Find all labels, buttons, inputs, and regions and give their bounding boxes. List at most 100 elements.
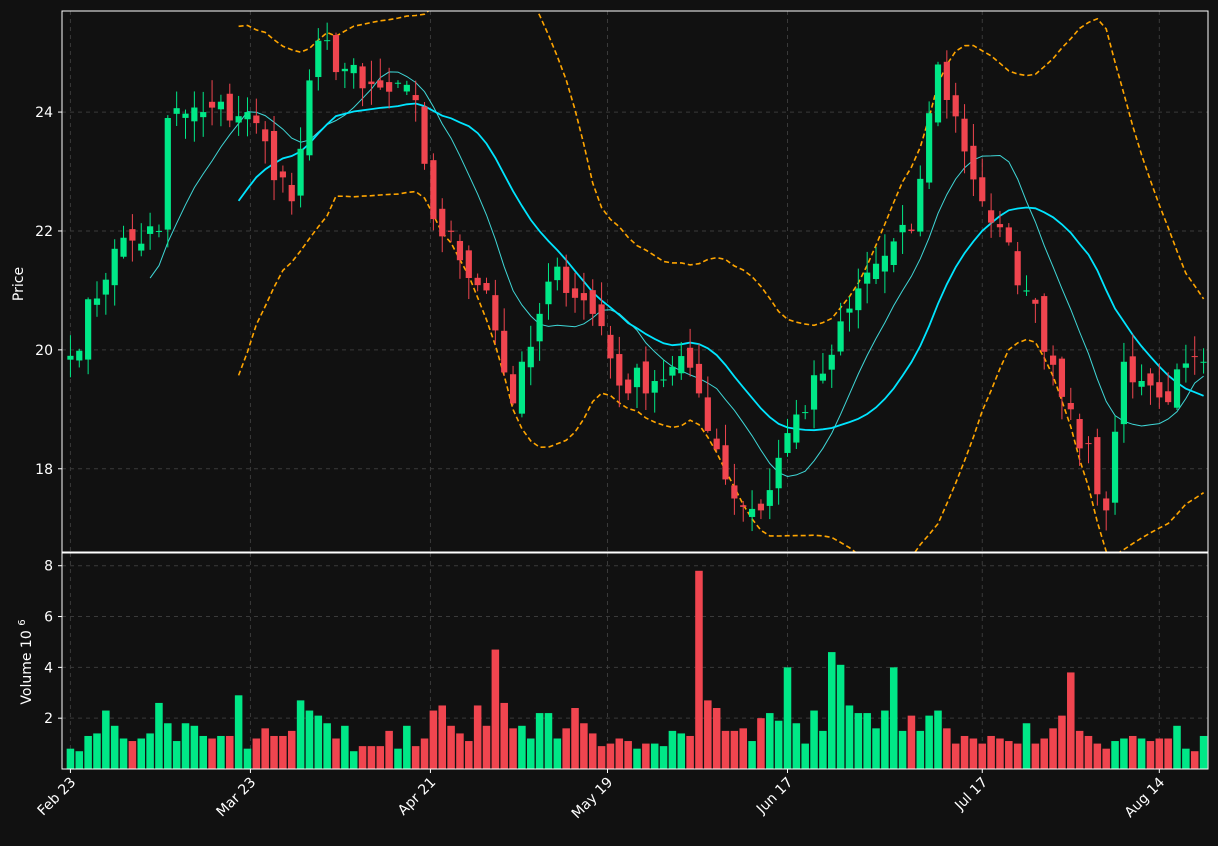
candle — [297, 127, 304, 208]
candle-body — [85, 299, 92, 360]
candle — [1023, 275, 1030, 296]
volume-bar — [429, 710, 438, 769]
candle — [934, 61, 942, 127]
volume-bar — [438, 705, 447, 769]
candle — [208, 80, 216, 126]
candle — [740, 501, 747, 522]
candle-body — [616, 354, 623, 386]
candle-body — [660, 379, 667, 381]
candle-body — [235, 116, 242, 123]
volume-bar — [305, 710, 314, 769]
candle-body — [447, 230, 455, 232]
volume-bar — [403, 725, 411, 769]
candle-body — [1182, 363, 1189, 368]
volume-bar — [1182, 748, 1190, 769]
candle — [1200, 348, 1207, 374]
volume-bar — [863, 713, 871, 769]
candle-body — [899, 224, 906, 233]
volume-bar — [810, 710, 818, 769]
candle — [864, 251, 871, 304]
candle — [961, 104, 968, 174]
candle-body — [607, 334, 614, 359]
volume-bar — [996, 738, 1004, 769]
candle — [76, 348, 83, 368]
candle-body — [1191, 356, 1198, 358]
candle — [456, 234, 464, 279]
candle-body — [934, 64, 942, 123]
volume-bar — [845, 705, 854, 769]
candle — [598, 282, 605, 336]
candle — [253, 98, 260, 134]
volume-bar — [75, 751, 84, 769]
candle-body — [1147, 373, 1154, 386]
candle — [837, 302, 844, 356]
candle — [138, 223, 145, 257]
candle — [1156, 363, 1163, 409]
volume-bar — [1031, 743, 1040, 769]
candle-body — [642, 361, 649, 394]
candle-body — [341, 68, 348, 72]
volume-ylabel-text: Volume — [19, 653, 35, 705]
candle — [394, 80, 402, 89]
candle-body — [76, 350, 83, 361]
candle-body — [501, 330, 508, 373]
candle — [819, 353, 827, 384]
candle-body — [1005, 227, 1012, 243]
candle-body — [793, 414, 800, 443]
volume-bar — [712, 708, 721, 769]
volume-ytick-label: 2 — [44, 711, 53, 727]
candle — [164, 115, 171, 248]
candle — [695, 343, 703, 398]
candle — [926, 101, 933, 190]
candle-body — [775, 457, 782, 489]
candle-body — [270, 130, 278, 181]
volume-bar — [110, 725, 119, 769]
candle-body — [678, 356, 685, 374]
volume-bar — [1013, 743, 1022, 769]
volume-bar — [1005, 741, 1013, 769]
volume-bar — [1102, 748, 1110, 769]
volume-bar — [217, 735, 225, 769]
volume-bar — [774, 720, 783, 769]
volume-ylabel-exponent-power: 6 — [17, 619, 28, 625]
candle — [129, 214, 136, 262]
candle-body — [324, 40, 331, 42]
volume-bar — [792, 723, 801, 769]
candle-body — [492, 295, 499, 331]
candle — [403, 80, 410, 96]
candle — [1058, 356, 1066, 420]
candle — [1138, 364, 1145, 396]
volume-bar — [226, 735, 234, 769]
candle-body — [191, 107, 198, 122]
candle-body — [421, 106, 428, 164]
volume-bar — [252, 738, 261, 769]
volume-bar — [500, 702, 508, 769]
volume-bar — [509, 728, 517, 769]
candle — [589, 279, 596, 326]
candle — [430, 153, 437, 231]
candle-body — [687, 347, 694, 368]
candle-body — [465, 250, 472, 278]
volume-bar — [951, 743, 960, 769]
candle-body — [1023, 290, 1030, 292]
candle-body — [120, 237, 127, 257]
volume-bar — [606, 743, 615, 769]
candle-body — [952, 95, 959, 117]
candle — [1173, 363, 1181, 410]
candle-body — [182, 113, 189, 118]
candle — [1191, 336, 1198, 375]
candle — [633, 363, 641, 408]
candle-body — [908, 229, 915, 231]
candlesticks — [67, 22, 1207, 532]
candle-body — [669, 366, 676, 376]
candle-body — [1200, 361, 1207, 363]
candle — [173, 91, 180, 126]
candle-body — [129, 229, 136, 241]
candle — [669, 355, 676, 386]
volume-bar — [518, 725, 526, 769]
volume-bar — [987, 735, 995, 769]
candle-body — [979, 177, 986, 202]
volume-bar — [642, 743, 650, 769]
volume-bar — [668, 730, 677, 769]
candle-body — [297, 148, 304, 196]
